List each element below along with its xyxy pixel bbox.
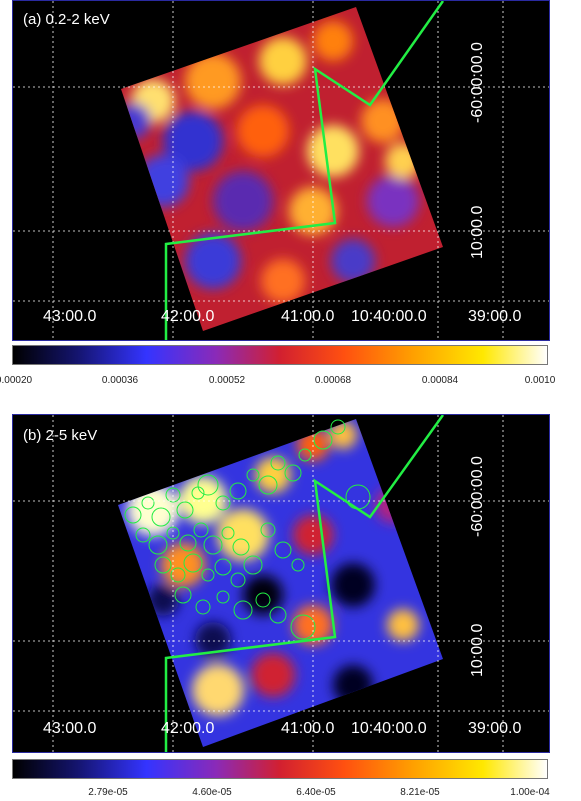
panel-a-map: [13, 1, 549, 340]
ra-tick-a-3: 41:00.0: [281, 308, 335, 325]
region-boundary-a: [164, 1, 445, 340]
panel-b-image: (b) 2-5 keV 43:00.0 42:00.0 41:00.0 10:4…: [12, 414, 550, 753]
panel-b-map: [13, 415, 549, 752]
ra-tick-b-3: 41:00.0: [281, 720, 335, 737]
emission-a: [121, 21, 421, 303]
source-circles: [124, 419, 371, 640]
ra-tick-a-1: 43:00.0: [43, 308, 97, 325]
ra-tick-a-2: 42:00.0: [161, 308, 215, 325]
dec-tick-a-1: -60:00:00.0: [469, 42, 486, 123]
cbar-a-tick-2: 0.00036: [101, 375, 139, 386]
ra-tick-b-4: 10:40:00.0: [351, 720, 427, 737]
cbar-b-tick-3: 6.40e-05: [296, 787, 336, 798]
region-boundary-b: [164, 415, 445, 752]
cbar-b-tick-1: 2.79e-05: [88, 787, 128, 798]
cbar-a-tick-6: 0.0010: [524, 375, 556, 386]
panel-a-image: (a) 0.2-2 keV 43:00.0 42:00.0 41:00.0 10…: [12, 0, 550, 341]
cbar-a-tick-3: 0.00052: [208, 375, 246, 386]
panel-a-label: (a) 0.2-2 keV: [23, 11, 110, 28]
ra-tick-a-5: 39:00.0: [468, 308, 522, 325]
colorbar-a: [12, 345, 548, 365]
cbar-a-tick-1: 0.00020: [0, 375, 33, 386]
ra-tick-b-5: 39:00.0: [468, 720, 522, 737]
dec-tick-a-2: 10:00.0: [469, 205, 486, 259]
cbar-b-tick-4: 8.21e-05: [400, 787, 440, 798]
ra-tick-b-1: 43:00.0: [43, 720, 97, 737]
cbar-a-tick-4: 0.00068: [314, 375, 352, 386]
cbar-b-tick-5: 1.00e-04: [510, 787, 550, 798]
dec-tick-b-1: -60:00:00.0: [469, 456, 486, 537]
colorbar-b: [12, 759, 548, 779]
panel-b-label: (b) 2-5 keV: [23, 427, 98, 444]
cbar-a-tick-5: 0.00084: [421, 375, 459, 386]
ra-tick-a-4: 10:40:00.0: [351, 308, 427, 325]
ra-tick-b-2: 42:00.0: [161, 720, 215, 737]
dec-tick-b-2: 10:00.0: [469, 623, 486, 677]
cbar-b-tick-2: 4.60e-05: [192, 787, 232, 798]
coordinate-grid-a: [13, 1, 549, 340]
coordinate-grid-b: [13, 415, 549, 752]
